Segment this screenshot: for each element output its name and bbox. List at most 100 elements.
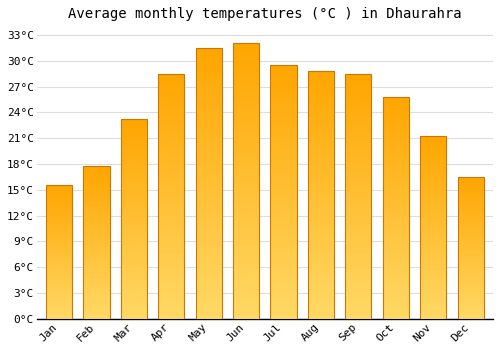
Bar xyxy=(420,186,446,188)
Bar xyxy=(270,116,296,118)
Bar xyxy=(458,316,483,317)
Bar xyxy=(346,182,372,184)
Bar xyxy=(196,297,222,300)
Bar xyxy=(382,317,409,319)
Bar xyxy=(46,204,72,205)
Bar xyxy=(233,236,260,239)
Bar xyxy=(346,131,372,133)
Bar xyxy=(121,211,147,213)
Bar xyxy=(346,243,372,246)
Bar xyxy=(233,247,260,250)
Bar xyxy=(233,71,260,74)
Bar xyxy=(196,48,222,319)
Bar xyxy=(121,273,147,275)
Bar xyxy=(420,264,446,266)
Bar xyxy=(84,213,110,215)
Bar xyxy=(84,252,110,253)
Bar xyxy=(233,184,260,187)
Bar xyxy=(84,305,110,307)
Bar xyxy=(382,310,409,312)
Bar xyxy=(458,262,483,264)
Bar xyxy=(346,194,372,197)
Bar xyxy=(46,191,72,192)
Bar xyxy=(84,288,110,290)
Bar xyxy=(84,178,110,180)
Bar xyxy=(46,243,72,244)
Bar xyxy=(420,242,446,244)
Bar xyxy=(420,297,446,299)
Bar xyxy=(196,278,222,281)
Bar xyxy=(233,214,260,217)
Bar xyxy=(233,302,260,305)
Bar xyxy=(196,59,222,61)
Bar xyxy=(420,171,446,173)
Bar xyxy=(458,202,483,204)
Bar xyxy=(46,238,72,239)
Bar xyxy=(46,267,72,268)
Bar xyxy=(121,137,147,139)
Bar xyxy=(121,263,147,265)
Bar xyxy=(233,85,260,88)
Bar xyxy=(158,265,184,267)
Bar xyxy=(158,316,184,319)
Bar xyxy=(308,267,334,269)
Bar xyxy=(270,98,296,100)
Bar xyxy=(46,232,72,233)
Bar xyxy=(233,43,260,46)
Bar xyxy=(420,279,446,281)
Bar xyxy=(346,89,372,92)
Bar xyxy=(196,132,222,134)
Bar xyxy=(382,155,409,157)
Bar xyxy=(308,103,334,106)
Bar xyxy=(270,291,296,294)
Bar xyxy=(233,74,260,77)
Bar xyxy=(233,140,260,143)
Bar xyxy=(84,176,110,178)
Bar xyxy=(84,261,110,262)
Bar xyxy=(46,228,72,230)
Bar xyxy=(458,215,483,217)
Bar xyxy=(458,230,483,231)
Bar xyxy=(121,131,147,133)
Bar xyxy=(121,235,147,237)
Bar xyxy=(158,304,184,307)
Bar xyxy=(420,244,446,246)
Bar xyxy=(420,288,446,290)
Bar xyxy=(196,173,222,175)
Bar xyxy=(233,278,260,280)
Bar xyxy=(270,232,296,235)
Bar xyxy=(46,187,72,188)
Bar xyxy=(420,153,446,155)
Bar xyxy=(308,200,334,202)
Bar xyxy=(46,197,72,199)
Bar xyxy=(270,80,296,83)
Bar xyxy=(270,220,296,222)
Bar xyxy=(308,150,334,153)
Bar xyxy=(382,172,409,175)
Bar xyxy=(308,272,334,274)
Bar xyxy=(458,288,483,289)
Bar xyxy=(308,197,334,200)
Bar xyxy=(458,298,483,299)
Bar xyxy=(196,107,222,110)
Bar xyxy=(270,195,296,197)
Bar xyxy=(196,105,222,107)
Bar xyxy=(233,52,260,55)
Bar xyxy=(382,306,409,308)
Bar xyxy=(458,193,483,194)
Bar xyxy=(84,268,110,270)
Bar xyxy=(121,199,147,201)
Bar xyxy=(158,233,184,236)
Bar xyxy=(233,156,260,159)
Bar xyxy=(158,221,184,223)
Bar xyxy=(121,271,147,273)
Bar xyxy=(458,177,483,319)
Bar xyxy=(270,225,296,228)
Bar xyxy=(382,101,409,104)
Bar xyxy=(382,226,409,228)
Bar xyxy=(308,202,334,205)
Bar xyxy=(458,271,483,272)
Bar xyxy=(458,177,483,178)
Bar xyxy=(233,151,260,154)
Bar xyxy=(196,156,222,159)
